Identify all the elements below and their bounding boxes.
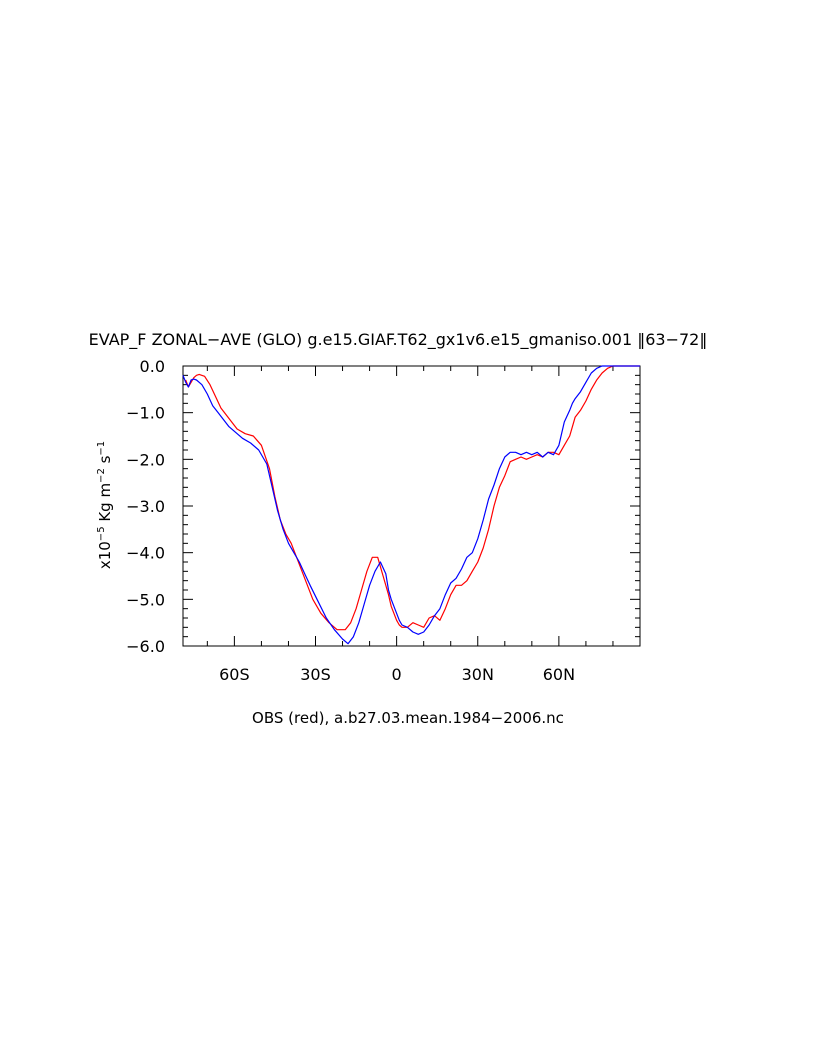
- x-tick-label: 30N: [462, 665, 494, 684]
- y-tick-label: −5.0: [126, 590, 165, 609]
- y-axis-label-unit-mid: s: [96, 455, 114, 468]
- y-axis-label: x10−5 Kg m−2 s−1: [96, 441, 114, 569]
- x-axis-label: OBS (red), a.b27.03.mean.1984−2006.nc: [252, 709, 564, 727]
- x-tick-label: 30S: [300, 665, 331, 684]
- y-tick-label: −2.0: [126, 450, 165, 469]
- series-line-red: [185, 365, 640, 631]
- x-tick-label: 60N: [543, 665, 575, 684]
- y-axis-label-unit-exponent: −2: [96, 468, 107, 483]
- chart-title: EVAP_F ZONAL−AVE (GLO) g.e15.GIAF.T62_gx…: [89, 330, 708, 350]
- y-tick-label: 0.0: [140, 357, 165, 376]
- y-axis-label-unit-main: Kg m: [96, 483, 114, 527]
- y-axis-label-prefix: x10: [96, 541, 114, 569]
- x-tick-label: 60S: [219, 665, 250, 684]
- y-axis-label-exponent: −5: [96, 526, 107, 541]
- y-tick-label: −3.0: [126, 497, 165, 516]
- plot-frame: [182, 365, 641, 647]
- series-line-blue: [182, 365, 640, 645]
- y-axis-label-unit-exponent2: −1: [96, 441, 107, 456]
- x-tick-label: 0: [392, 665, 402, 684]
- y-tick-label: −6.0: [126, 637, 165, 656]
- y-tick-label: −1.0: [126, 404, 165, 423]
- y-tick-label: −4.0: [126, 544, 165, 563]
- plot-area: 60S 30S 0 30N 60N 0.0 −1.0 −2.0 −3.0 −4.0 −5.0 −6.0: [126, 357, 641, 684]
